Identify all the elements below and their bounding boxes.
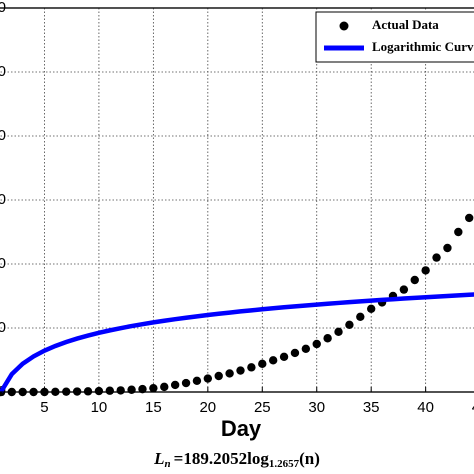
data-point (454, 227, 463, 237)
data-point (312, 339, 321, 349)
x-tick-label: 40 (417, 399, 434, 416)
x-axis-label: Day (221, 416, 262, 441)
data-point (366, 304, 376, 313)
y-tick-label: 4000 (0, 255, 6, 272)
x-tick-label: 20 (199, 399, 216, 416)
formula-lhs: L (153, 449, 164, 468)
data-point (127, 385, 136, 394)
y-tick-label: 6000 (0, 191, 6, 208)
data-point (94, 386, 104, 396)
data-point (149, 383, 158, 393)
data-point (334, 327, 343, 337)
data-point (323, 334, 332, 343)
legend-box (315, 11, 474, 63)
x-tick-label: 30 (308, 399, 325, 416)
data-point (181, 378, 191, 388)
x-tick-label: 35 (363, 399, 380, 416)
data-point (83, 387, 93, 396)
formula: Ln =189.2052log1.2657(n) (153, 449, 320, 470)
legend-label: Actual Data (372, 17, 439, 32)
data-point (236, 366, 245, 375)
x-tick-label: 25 (254, 399, 271, 416)
fit-line (0, 292, 474, 394)
legend-marker (339, 21, 349, 31)
x-tick-label: 15 (145, 399, 162, 416)
formula-rhs: =189.2052log (174, 449, 270, 468)
data-point (279, 352, 289, 361)
x-tick-label: 5 (40, 399, 48, 416)
formula-arg: (n) (299, 449, 320, 468)
data-point (225, 369, 234, 378)
y-tick-label: 10000 (0, 63, 6, 80)
legend-label: Logarithmic Curve (372, 39, 474, 54)
data-point (203, 374, 213, 383)
x-tick-label: 10 (91, 399, 108, 416)
y-tick-label: 8000 (0, 127, 6, 144)
data-point (138, 384, 147, 394)
data-point (258, 359, 267, 369)
data-point (356, 312, 365, 321)
data-point (399, 285, 409, 294)
data-point (268, 356, 278, 365)
legend: Actual Data Logarithmic Curve (315, 11, 474, 63)
data-point (116, 386, 125, 395)
data-point (432, 253, 441, 262)
data-point (247, 363, 256, 372)
data-point (290, 348, 300, 358)
y-tick-label: 2000 (0, 319, 6, 336)
data-point (421, 266, 430, 275)
data-point (105, 386, 115, 395)
data-point (160, 382, 169, 392)
data-point (410, 275, 419, 285)
data-point (443, 243, 452, 253)
data-point (345, 320, 354, 329)
formula-base: 1.2657 (269, 458, 300, 470)
formula-lhs-sub: n (165, 458, 171, 470)
data-point (214, 371, 223, 381)
data-point (465, 213, 474, 223)
data-point (192, 376, 202, 385)
x-tick-label: 45 (472, 399, 474, 416)
data-point (170, 380, 180, 390)
plot-border (0, 7, 474, 393)
data-point (301, 344, 311, 353)
